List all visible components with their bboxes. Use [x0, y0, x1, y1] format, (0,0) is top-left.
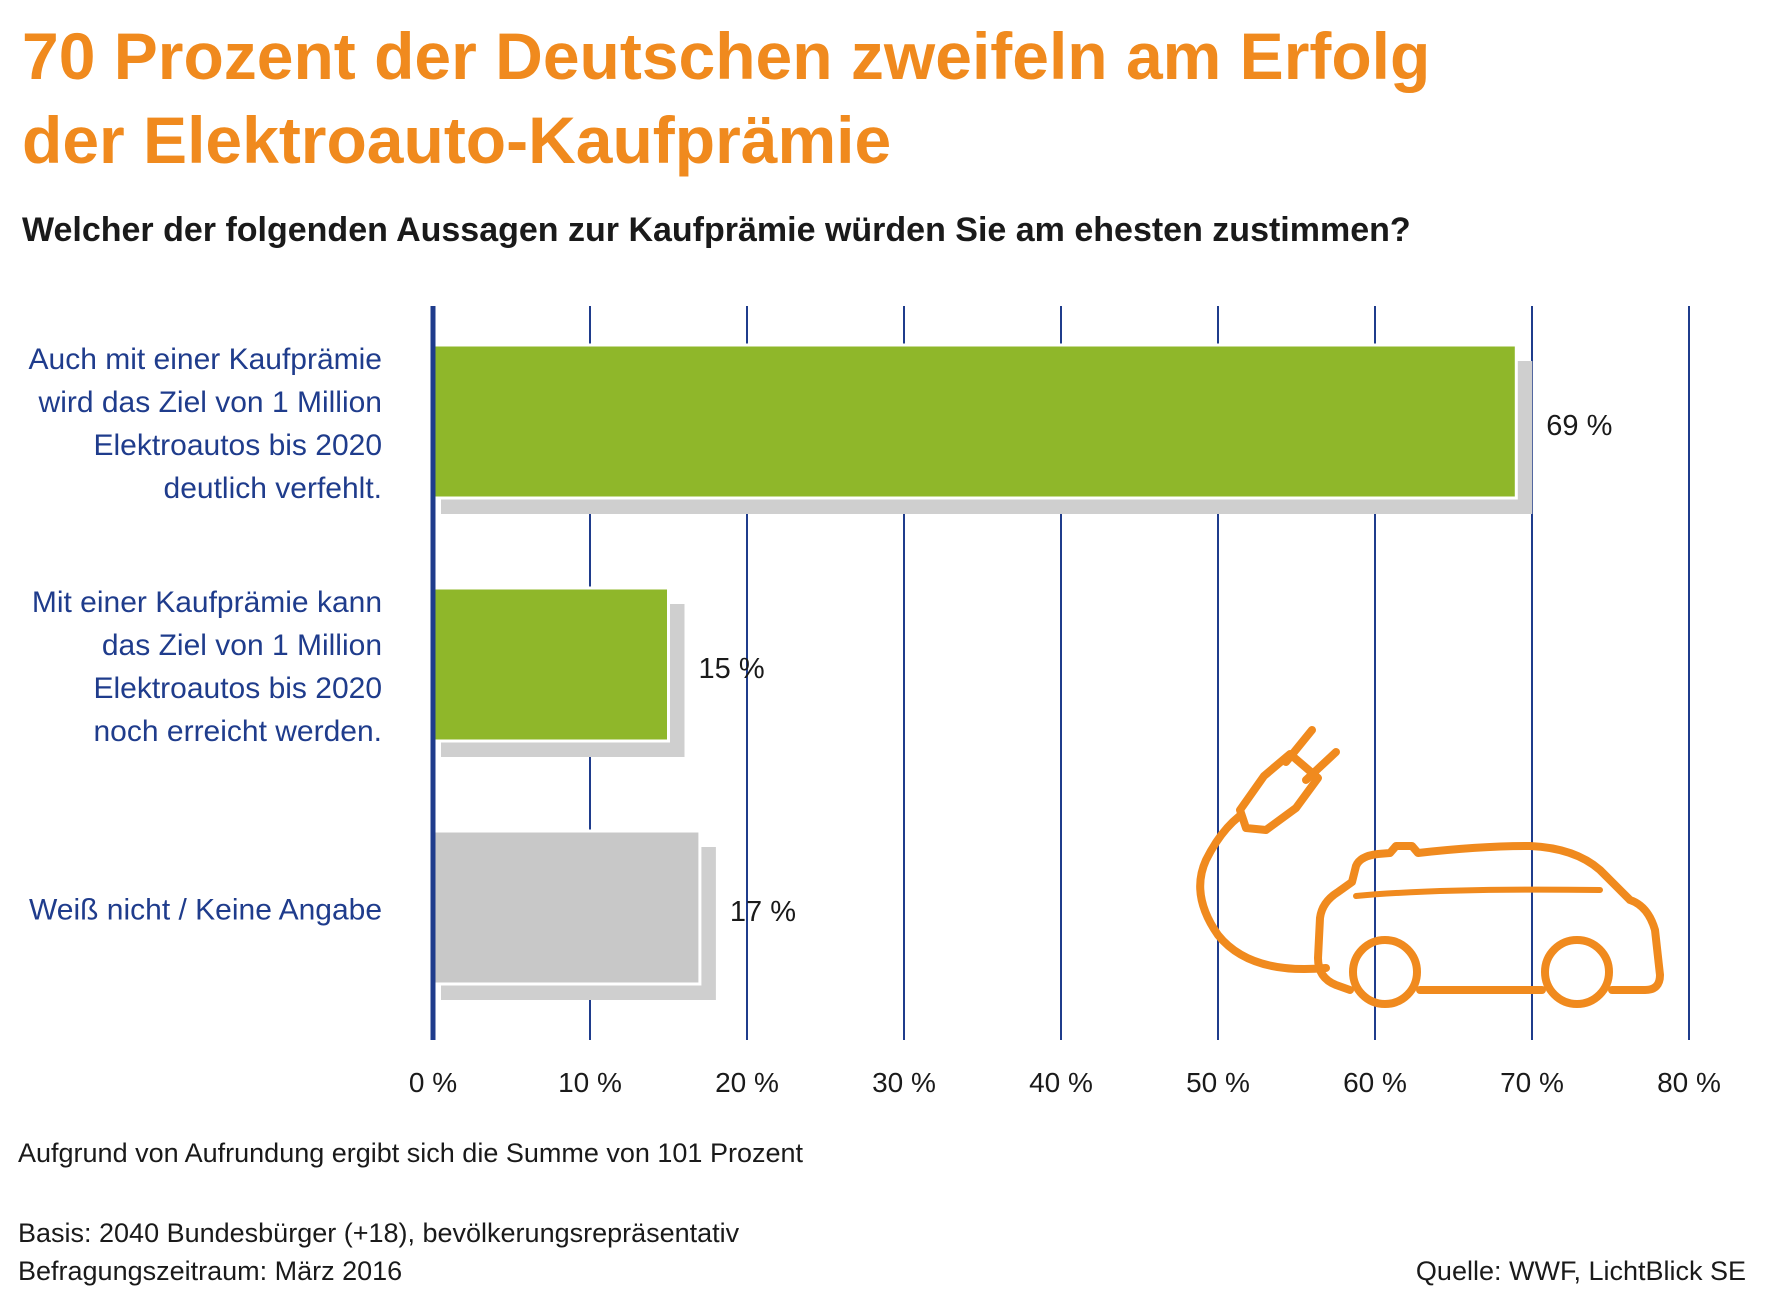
plug-prong-1: [1282, 726, 1316, 766]
car-rear-wheel: [1541, 936, 1613, 1008]
chart-title: 70 Prozent der Deutschen zweifeln am Erf…: [22, 14, 1522, 182]
x-tick-label-60: 60 %: [1343, 1067, 1407, 1098]
source-note: Quelle: WWF, LichtBlick SE: [1415, 1256, 1746, 1286]
category-labels: Auch mit einer Kaufprämie wird das Ziel v…: [29, 343, 383, 927]
value-label-3: 17 %: [730, 896, 796, 928]
x-tick-label-50: 50 %: [1186, 1067, 1250, 1098]
x-tick-label-40: 40 %: [1029, 1067, 1093, 1098]
x-tick-label-80: 80 %: [1657, 1067, 1721, 1098]
x-tick-label-20: 20 %: [715, 1067, 779, 1098]
category-label-2-line-4: noch erreicht werden.: [94, 715, 383, 748]
category-label-1-line-4: deutlich verfehlt.: [164, 472, 382, 505]
value-label-1: 69 %: [1546, 410, 1612, 442]
charging-cable: [1196, 804, 1330, 974]
car-front-wheel: [1349, 936, 1421, 1008]
category-label-2-line-1: Mit einer Kaufprämie kann: [32, 586, 382, 619]
category-label-1-line-1: Auch mit einer Kaufprämie: [29, 343, 383, 376]
x-tick-label-10: 10 %: [558, 1067, 622, 1098]
basis-note: Basis: 2040 Bundesbürger (+18), bevölker…: [18, 1218, 740, 1248]
rounding-note: Aufgrund von Aufrundung ergibt sich die …: [18, 1138, 803, 1168]
category-label-3-line-1: Weiß nicht / Keine Angabe: [29, 894, 382, 927]
x-tick-label-30: 30 %: [872, 1067, 936, 1098]
chart-title-line-2: der Elektroauto-Kaufprämie: [22, 103, 892, 177]
period-note: Befragungszeitraum: März 2016: [18, 1256, 403, 1286]
category-label-2-line-2: das Ziel von 1 Million: [102, 629, 382, 662]
value-label-2: 15 %: [699, 653, 765, 685]
bars: 69 % 15 % 17 %: [430, 306, 1612, 1040]
category-label-1-line-3: Elektroautos bis 2020: [93, 429, 382, 462]
electric-car-plug-icon: [1196, 726, 1664, 1008]
plug-body: [1236, 750, 1322, 834]
bar-2: [431, 586, 670, 743]
car-body-outline: [1314, 842, 1664, 994]
category-label-2-line-3: Elektroautos bis 2020: [93, 672, 382, 705]
bar-chart: 69 % 15 % 17 % 0 % 10 % 20 % 30 % 40 % 50 % 60 %…: [29, 306, 1721, 1098]
x-tick-label-0: 0 %: [409, 1067, 457, 1098]
car-window-line: [1353, 886, 1603, 899]
chart-title-line-1: 70 Prozent der Deutschen zweifeln am Erf…: [22, 19, 1431, 93]
x-axis: 0 % 10 % 20 % 30 % 40 % 50 % 60 % 70 % 80 %: [409, 1067, 1721, 1098]
chart-subtitle: Welcher der folgenden Aussagen zur Kaufp…: [22, 211, 1411, 249]
category-label-1-line-2: wird das Ziel von 1 Million: [38, 386, 382, 419]
bar-1: [431, 343, 1518, 500]
x-tick-label-70: 70 %: [1500, 1067, 1564, 1098]
plug-prong-2: [1302, 748, 1340, 784]
bar-3: [431, 829, 702, 986]
